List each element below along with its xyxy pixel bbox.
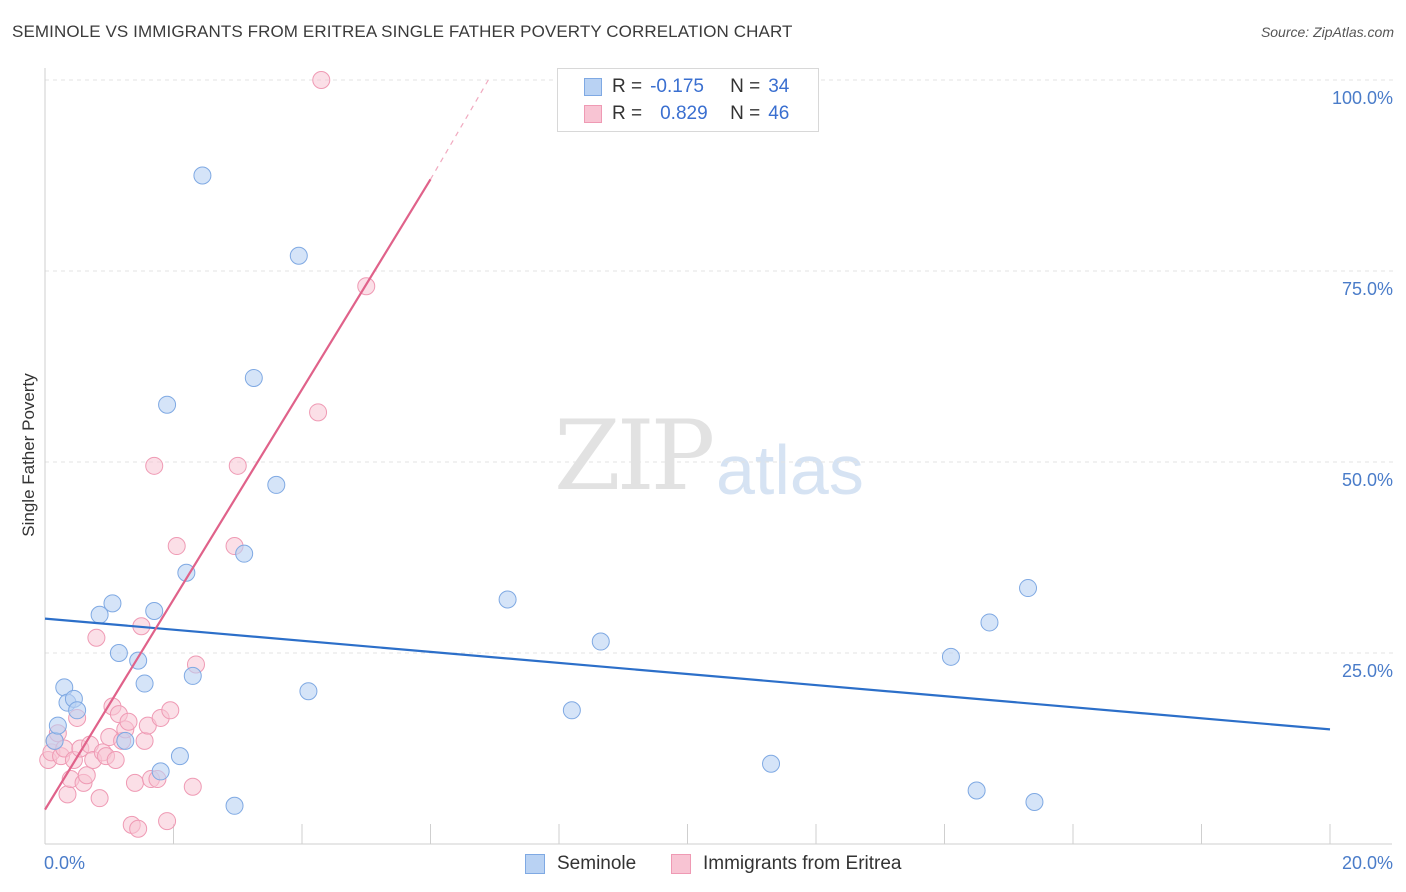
- bottom-legend-seminole: Seminole: [525, 852, 636, 876]
- tick-labels: 25.0% 50.0% 75.0% 100.0% 0.0% 20.0%: [44, 88, 1393, 873]
- seminole-point: [170, 747, 189, 766]
- eritrea-point: [309, 403, 328, 422]
- eritrea-point: [158, 812, 177, 831]
- y-tick-label: 25.0%: [1342, 661, 1393, 681]
- eritrea-trend-extension: [429, 79, 489, 180]
- y-axis-label: Single Father Poverty: [19, 373, 38, 537]
- eritrea-point: [90, 789, 109, 808]
- legend-swatch-eritrea: [584, 105, 602, 123]
- legend-n-value: 46: [768, 103, 790, 124]
- legend-r-value: 0.829: [660, 103, 708, 124]
- eritrea-point: [183, 777, 202, 796]
- seminole-trend-line: [44, 617, 1331, 731]
- seminole-point: [299, 682, 318, 701]
- source-attribution: Source: ZipAtlas.com: [1260, 24, 1394, 40]
- seminole-point: [68, 701, 87, 720]
- axes: [44, 68, 1392, 845]
- seminole-point: [941, 647, 960, 666]
- seminole-point: [225, 796, 244, 815]
- grid-lines: [45, 79, 1395, 654]
- legend-n-label: N =: [730, 76, 761, 97]
- bottom-legend-eritrea: Immigrants from Eritrea: [671, 852, 901, 876]
- legend-row-eritrea: R = 0.829 N = 46: [584, 102, 789, 126]
- seminole-point: [45, 731, 64, 750]
- y-tick-label: 100.0%: [1332, 88, 1393, 108]
- seminole-points: [45, 166, 1044, 815]
- chart-title: SEMINOLE VS IMMIGRANTS FROM ERITREA SING…: [12, 22, 793, 41]
- seminole-point: [116, 731, 135, 750]
- eritrea-point: [129, 819, 148, 838]
- eritrea-point: [312, 71, 331, 89]
- y-tick-label: 50.0%: [1342, 470, 1393, 490]
- eritrea-point: [125, 773, 144, 792]
- seminole-point: [135, 674, 154, 693]
- x-tick-label: 20.0%: [1342, 853, 1393, 873]
- bottom-legend-label-seminole: Seminole: [557, 853, 637, 874]
- eritrea-point: [228, 456, 247, 475]
- legend: R = -0.175 N = 34 R = 0.829 N = 46: [557, 68, 819, 132]
- seminole-point: [109, 644, 128, 662]
- eritrea-point: [58, 785, 77, 804]
- trend-lines: [44, 79, 1331, 811]
- seminole-point: [762, 754, 781, 773]
- eritrea-point: [77, 766, 96, 785]
- legend-swatch-seminole: [584, 78, 602, 96]
- seminole-point: [498, 590, 517, 609]
- seminole-point: [145, 601, 164, 620]
- seminole-point: [1019, 579, 1038, 598]
- seminole-point: [289, 246, 308, 265]
- eritrea-point: [119, 712, 138, 731]
- eritrea-point: [161, 701, 180, 720]
- seminole-point: [1025, 792, 1044, 811]
- eritrea-point: [135, 731, 154, 750]
- bottom-legend-swatch-eritrea: [671, 854, 691, 874]
- watermark-zip: ZIP: [554, 400, 715, 512]
- legend-row-seminole: R = -0.175 N = 34: [584, 75, 789, 99]
- y-tick-label: 75.0%: [1342, 279, 1393, 299]
- seminole-point: [967, 781, 986, 800]
- seminole-point: [193, 166, 212, 185]
- seminole-point: [591, 632, 610, 651]
- seminole-point: [183, 666, 202, 685]
- bottom-legend-label-eritrea: Immigrants from Eritrea: [703, 853, 902, 874]
- bottom-legend-swatch-seminole: [525, 854, 545, 874]
- legend-n-value: 34: [768, 76, 790, 97]
- seminole-point: [244, 368, 263, 387]
- seminole-point: [235, 544, 254, 563]
- seminole-point: [48, 716, 67, 735]
- seminole-point: [267, 475, 286, 494]
- eritrea-point: [145, 456, 164, 475]
- seminole-point: [980, 613, 999, 632]
- seminole-point: [151, 762, 170, 781]
- seminole-point: [177, 563, 196, 582]
- legend-r-label: R =: [612, 76, 643, 97]
- eritrea-trend-line: [44, 178, 432, 811]
- legend-r-label: R =: [612, 103, 643, 124]
- eritrea-point: [87, 628, 106, 647]
- x-tick-label: 0.0%: [44, 853, 85, 873]
- seminole-point: [562, 701, 581, 720]
- eritrea-point: [167, 537, 186, 556]
- watermark-atlas: atlas: [716, 431, 864, 509]
- seminole-point: [103, 594, 122, 613]
- legend-n-label: N =: [730, 103, 761, 124]
- eritrea-point: [106, 750, 125, 769]
- eritrea-points: [39, 71, 376, 838]
- legend-r-value: -0.175: [650, 76, 704, 97]
- seminole-point: [158, 395, 177, 414]
